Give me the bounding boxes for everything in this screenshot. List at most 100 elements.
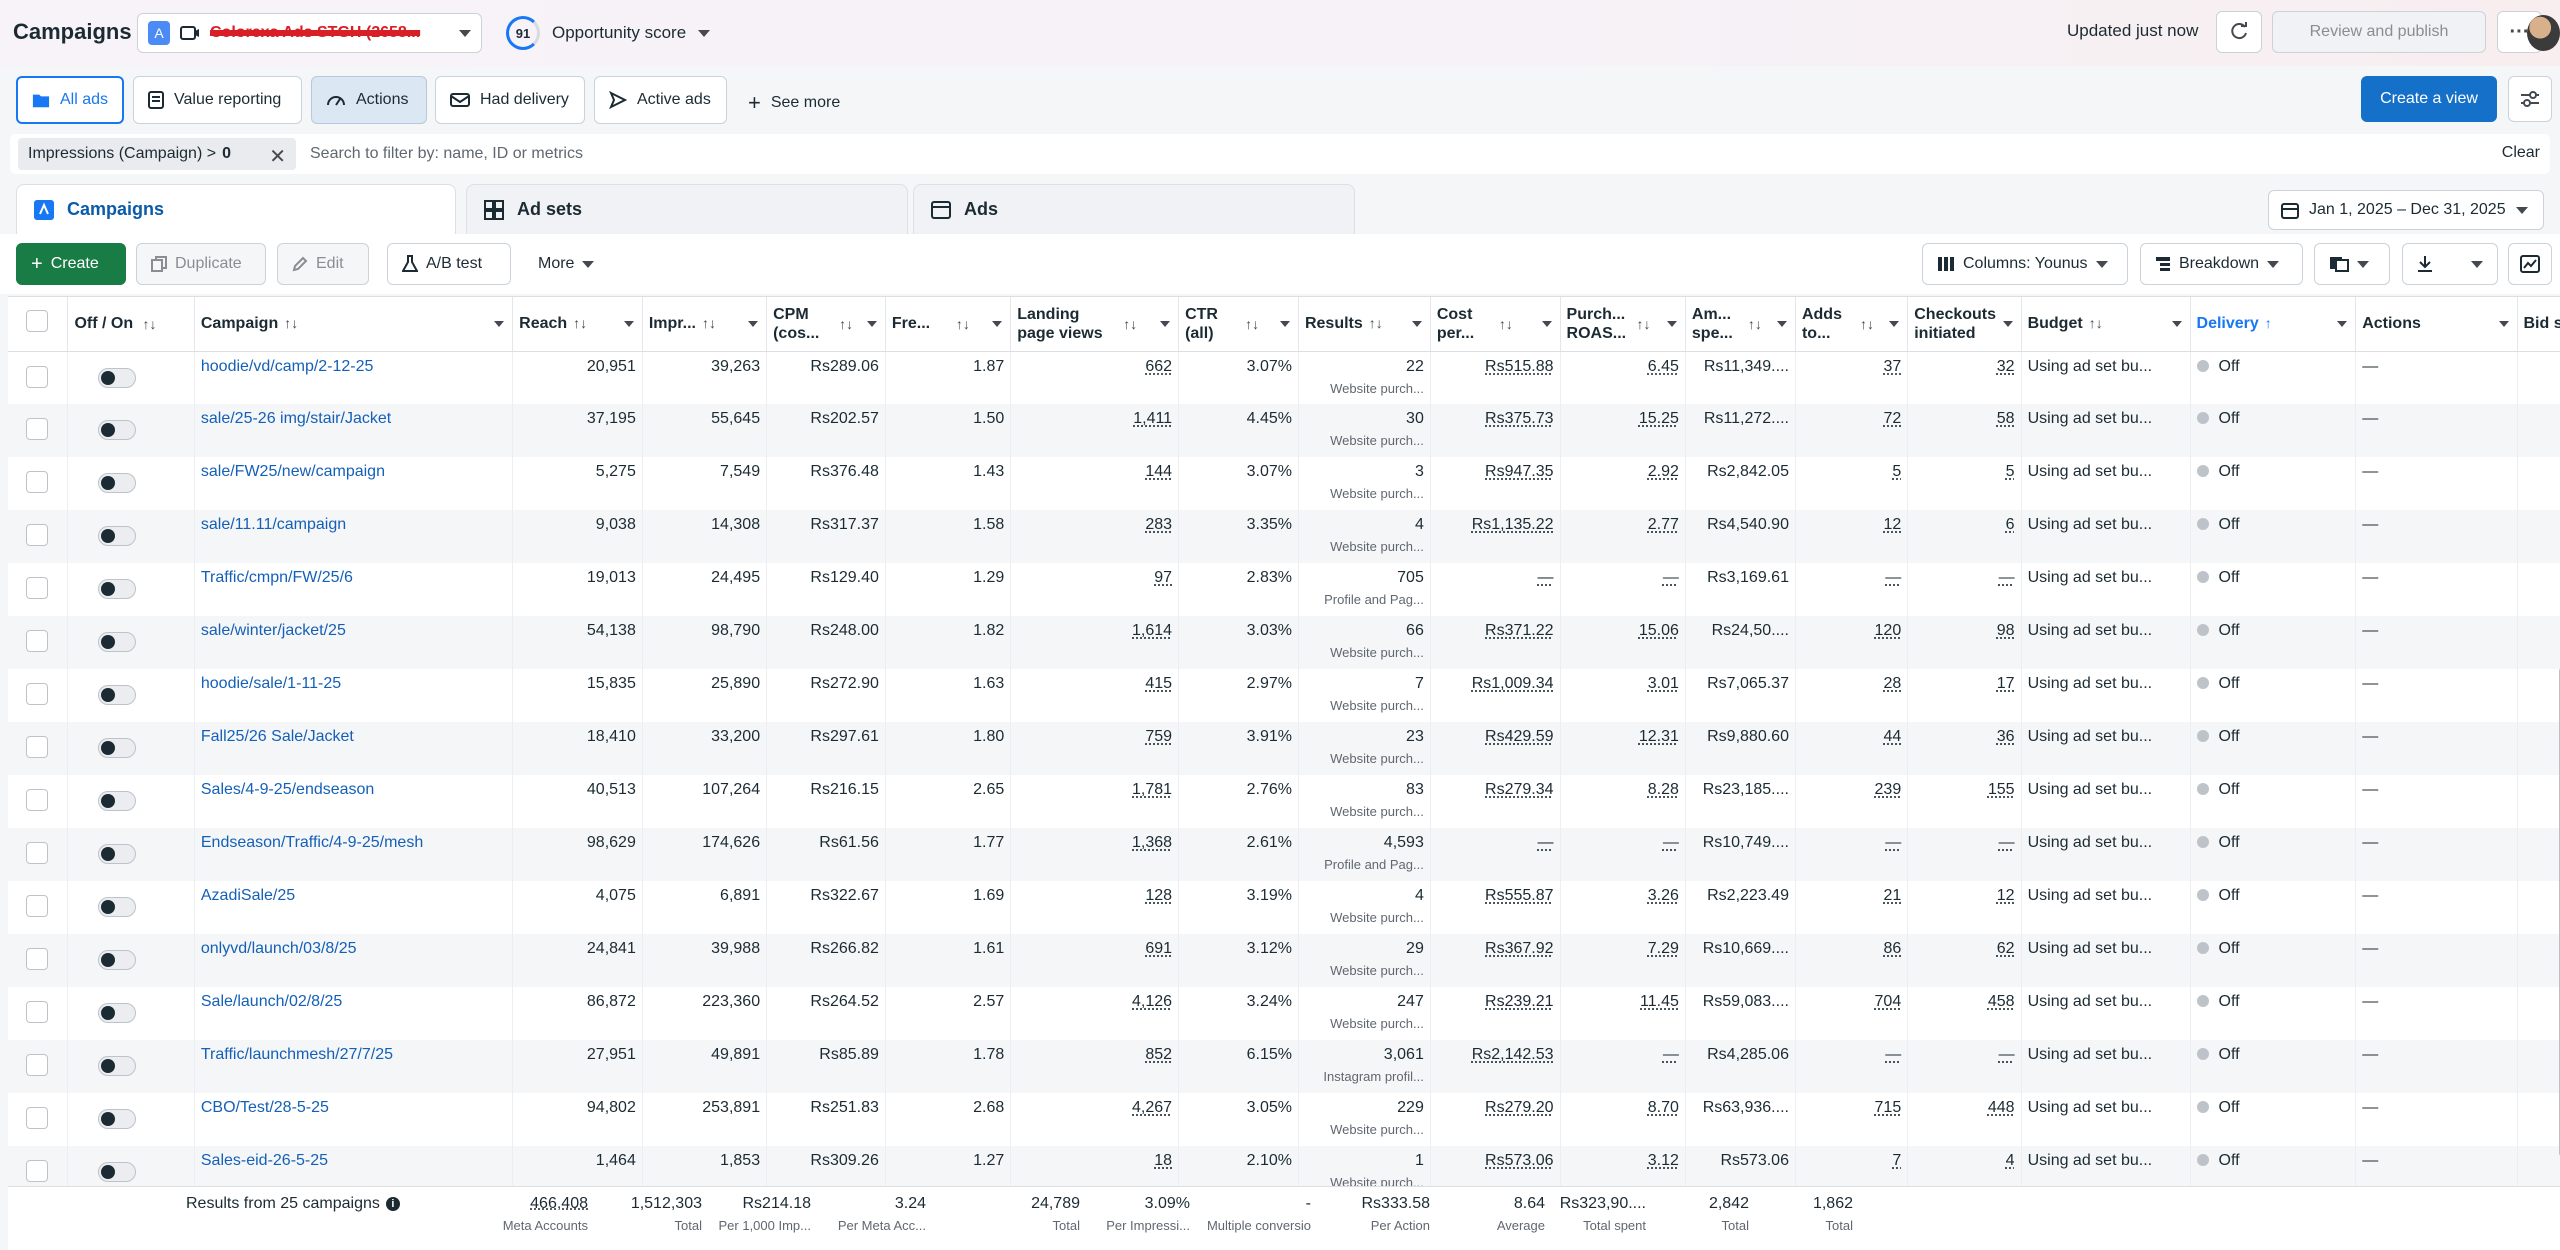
reach-value[interactable]: 19,013	[586, 569, 636, 586]
more-actions-button[interactable]: More	[524, 243, 608, 285]
campaign-name-link[interactable]: Fall25/26 Sale/Jacket	[200, 728, 354, 745]
chevron-down-icon[interactable]	[1279, 321, 1290, 327]
adds-value[interactable]: 12	[1883, 516, 1902, 533]
view-all-ads[interactable]: All ads	[16, 76, 124, 124]
sort-ascending-icon[interactable]: ↑	[2264, 315, 2272, 332]
lpv-value[interactable]: 283	[1145, 516, 1173, 533]
cost-value[interactable]: Rs1,009.34	[1471, 675, 1554, 692]
checkouts-value[interactable]: 155	[1987, 781, 2015, 798]
table-row[interactable]: Traffic/cmpn/FW/25/6 19,013 24,495 Rs129.40…	[8, 563, 2560, 616]
table-row[interactable]: Endseason/Traffic/4-9-25/mesh 98,629 174,6…	[8, 828, 2560, 881]
col-actions[interactable]: Actions	[2355, 297, 2518, 352]
col-campaign[interactable]: Campaign ↑↓	[194, 297, 514, 352]
roas-value[interactable]: —	[1662, 569, 1679, 586]
reach-value[interactable]: 24,841	[586, 940, 636, 957]
tab-campaigns[interactable]: Campaigns	[16, 184, 456, 234]
row-checkbox[interactable]	[26, 789, 48, 811]
chevron-down-icon[interactable]	[1889, 321, 1900, 327]
roas-value[interactable]: 15.25	[1638, 410, 1679, 427]
campaign-toggle[interactable]	[98, 579, 137, 599]
checkouts-value[interactable]: —	[1998, 834, 2015, 851]
campaign-toggle[interactable]	[98, 738, 137, 758]
row-checkbox[interactable]	[26, 365, 48, 388]
adds-value[interactable]: 44	[1883, 728, 1902, 745]
lpv-value[interactable]: 415	[1145, 675, 1173, 692]
col-bid-strategy[interactable]: Bid strategy	[2517, 297, 2560, 352]
col-ctr[interactable]: CTR (all) ↑↓	[1178, 297, 1299, 352]
checkouts-value[interactable]: 32	[1996, 357, 2015, 375]
table-row[interactable]: Sales-eid-26-5-25 1,464 1,853 Rs309.26 1.27 1…	[8, 1146, 2560, 1186]
roas-value[interactable]: —	[1662, 834, 1679, 851]
lpv-value[interactable]: 1,368	[1132, 834, 1173, 851]
cost-value[interactable]: Rs429.59	[1485, 728, 1554, 745]
freq-value[interactable]: 1.78	[973, 1046, 1005, 1063]
checkouts-value[interactable]: 62	[1996, 940, 2015, 957]
checkouts-value[interactable]: 448	[1987, 1099, 2015, 1116]
campaign-toggle[interactable]	[98, 526, 137, 546]
campaign-name-link[interactable]: sale/25-26 img/stair/Jacket	[200, 410, 392, 427]
campaign-name-link[interactable]: AzadiSale/25	[200, 887, 296, 904]
lpv-value[interactable]: 691	[1145, 940, 1173, 957]
freq-value[interactable]: 1.69	[973, 887, 1005, 904]
cpm-value[interactable]: Rs266.82	[810, 940, 879, 957]
adds-value[interactable]: 72	[1883, 410, 1902, 427]
checkouts-value[interactable]: 458	[1987, 993, 2015, 1010]
clear-filters-button[interactable]: Clear	[2501, 144, 2540, 161]
sort-icon[interactable]: ↑↓	[701, 315, 716, 332]
adds-value[interactable]: —	[1885, 569, 1902, 586]
cpm-value[interactable]: Rs272.90	[810, 675, 879, 692]
ctr-value[interactable]: 6.15%	[1246, 1046, 1292, 1063]
campaign-toggle[interactable]	[98, 844, 137, 864]
edit-button[interactable]: Edit	[277, 243, 369, 285]
col-checkouts-initiated[interactable]: Checkouts initiated↑↓	[1907, 297, 2034, 352]
freq-value[interactable]: 1.58	[973, 516, 1005, 533]
campaign-toggle[interactable]	[98, 473, 137, 493]
cost-value[interactable]: Rs2,142.53	[1471, 1046, 1554, 1063]
table-row[interactable]: hoodie/sale/1-11-25 15,835 25,890 Rs272.90 1…	[8, 669, 2560, 722]
campaign-toggle[interactable]	[98, 1109, 137, 1129]
create-view-button[interactable]: Create a view	[2361, 76, 2497, 122]
cpm-value[interactable]: Rs202.57	[810, 410, 879, 427]
view-settings-button[interactable]	[2508, 76, 2552, 122]
campaign-toggle[interactable]	[98, 632, 137, 652]
reach-value[interactable]: 5,275	[595, 463, 636, 480]
amount-value[interactable]: Rs10,669....	[1702, 940, 1789, 957]
amount-value[interactable]: Rs2,842.05	[1707, 463, 1789, 480]
opportunity-score[interactable]: 91 Opportunity score	[506, 16, 711, 50]
avatar[interactable]	[2527, 15, 2560, 51]
sort-icon[interactable]: ↑↓	[284, 315, 299, 332]
roas-value[interactable]: —	[1662, 1046, 1679, 1063]
lpv-value[interactable]: 128	[1145, 887, 1173, 904]
reach-value[interactable]: 94,802	[586, 1099, 636, 1116]
amount-value[interactable]: Rs59,083....	[1702, 993, 1789, 1010]
table-row[interactable]: Traffic/launchmesh/27/7/25 27,951 49,891 Rs…	[8, 1040, 2560, 1093]
create-button[interactable]: + Create	[16, 243, 126, 285]
roas-value[interactable]: 11.45	[1640, 993, 1679, 1010]
ctr-value[interactable]: 2.61%	[1246, 834, 1292, 851]
checkouts-value[interactable]: 17	[1996, 675, 2015, 692]
amount-value[interactable]: Rs2,223.49	[1707, 887, 1789, 904]
cost-value[interactable]: Rs573.06	[1485, 1152, 1554, 1169]
lpv-value[interactable]: 1,614	[1132, 622, 1173, 639]
ctr-value[interactable]: 2.83%	[1246, 569, 1292, 586]
cost-value[interactable]: Rs371.22	[1485, 622, 1554, 639]
col-cost-per-result[interactable]: Cost per... ↑↓	[1430, 297, 1561, 352]
view-value-reporting[interactable]: Value reporting	[133, 76, 302, 124]
cpm-value[interactable]: Rs248.00	[810, 622, 879, 639]
cost-value[interactable]: Rs279.34	[1485, 781, 1554, 798]
amount-value[interactable]: Rs10,749....	[1702, 834, 1789, 851]
adds-value[interactable]: 239	[1874, 781, 1902, 798]
table-row[interactable]: CBO/Test/28-5-25 94,802 253,891 Rs251.83 2.6…	[8, 1093, 2560, 1146]
select-all-checkbox[interactable]	[26, 310, 48, 333]
roas-value[interactable]: 8.28	[1647, 781, 1679, 798]
close-icon[interactable]: ✕	[269, 146, 286, 168]
lpv-value[interactable]: 4,126	[1132, 993, 1173, 1010]
table-row[interactable]: hoodie/vd/camp/2-12-25 20,951 39,263 Rs289.…	[8, 351, 2560, 404]
campaign-name-link[interactable]: onlyvd/launch/03/8/25	[200, 940, 357, 957]
chevron-down-icon[interactable]	[866, 321, 877, 327]
freq-value[interactable]: 2.68	[973, 1099, 1005, 1116]
view-had-delivery[interactable]: Had delivery	[435, 76, 585, 124]
roas-value[interactable]: 2.92	[1647, 463, 1679, 480]
cpm-value[interactable]: Rs322.67	[810, 887, 879, 904]
row-checkbox[interactable]	[26, 683, 48, 705]
